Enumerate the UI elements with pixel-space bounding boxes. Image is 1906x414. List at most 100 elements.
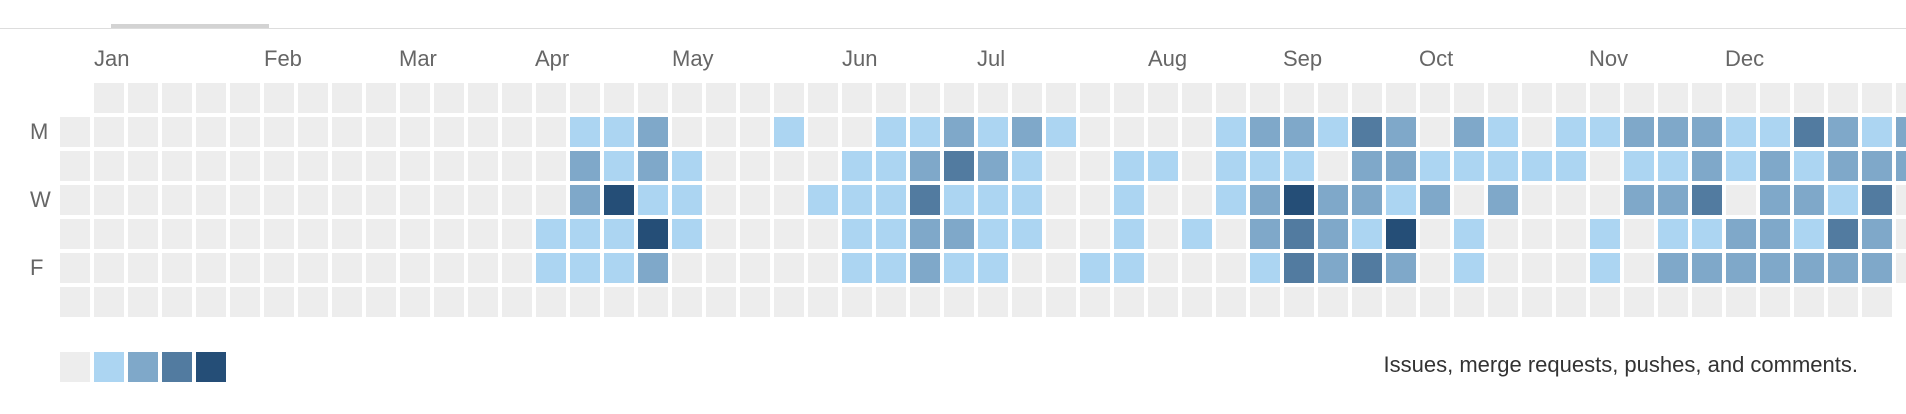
heatmap-cell[interactable]: [162, 83, 192, 113]
heatmap-cell[interactable]: [570, 151, 600, 181]
heatmap-cell[interactable]: [1114, 253, 1144, 283]
heatmap-cell[interactable]: [1148, 83, 1178, 113]
heatmap-cell[interactable]: [808, 117, 838, 147]
heatmap-cell[interactable]: [1386, 287, 1416, 317]
heatmap-cell[interactable]: [1896, 151, 1906, 181]
heatmap-cell[interactable]: [332, 151, 362, 181]
heatmap-cell[interactable]: [706, 253, 736, 283]
heatmap-cell[interactable]: [1352, 83, 1382, 113]
heatmap-cell[interactable]: [1624, 287, 1654, 317]
heatmap-cell[interactable]: [1318, 83, 1348, 113]
heatmap-cell[interactable]: [468, 253, 498, 283]
heatmap-cell[interactable]: [1624, 185, 1654, 215]
heatmap-cell[interactable]: [1522, 253, 1552, 283]
heatmap-cell[interactable]: [1760, 185, 1790, 215]
heatmap-cell[interactable]: [536, 287, 566, 317]
heatmap-cell[interactable]: [1012, 151, 1042, 181]
heatmap-cell[interactable]: [740, 287, 770, 317]
heatmap-cell[interactable]: [1794, 117, 1824, 147]
heatmap-cell[interactable]: [128, 185, 158, 215]
heatmap-cell[interactable]: [1250, 219, 1280, 249]
heatmap-cell[interactable]: [264, 185, 294, 215]
heatmap-cell[interactable]: [230, 253, 260, 283]
heatmap-cell[interactable]: [366, 219, 396, 249]
heatmap-cell[interactable]: [1896, 219, 1906, 249]
heatmap-cell[interactable]: [1250, 185, 1280, 215]
heatmap-cell[interactable]: [1692, 83, 1722, 113]
heatmap-cell[interactable]: [1386, 219, 1416, 249]
heatmap-cell[interactable]: [808, 83, 838, 113]
heatmap-cell[interactable]: [536, 219, 566, 249]
heatmap-cell[interactable]: [1522, 151, 1552, 181]
heatmap-cell[interactable]: [774, 287, 804, 317]
heatmap-cell[interactable]: [230, 151, 260, 181]
heatmap-cell[interactable]: [1148, 151, 1178, 181]
heatmap-cell[interactable]: [1624, 117, 1654, 147]
heatmap-cell[interactable]: [196, 253, 226, 283]
heatmap-cell[interactable]: [1250, 151, 1280, 181]
heatmap-cell[interactable]: [1828, 253, 1858, 283]
heatmap-cell[interactable]: [60, 253, 90, 283]
heatmap-cell[interactable]: [1488, 117, 1518, 147]
heatmap-cell[interactable]: [808, 253, 838, 283]
heatmap-cell[interactable]: [400, 185, 430, 215]
heatmap-cell[interactable]: [944, 287, 974, 317]
heatmap-cell[interactable]: [196, 83, 226, 113]
heatmap-cell[interactable]: [366, 185, 396, 215]
heatmap-cell[interactable]: [1386, 151, 1416, 181]
heatmap-cell[interactable]: [1692, 287, 1722, 317]
heatmap-cell[interactable]: [1862, 151, 1892, 181]
heatmap-cell[interactable]: [604, 287, 634, 317]
heatmap-cell[interactable]: [162, 117, 192, 147]
heatmap-cell[interactable]: [1080, 83, 1110, 113]
heatmap-cell[interactable]: [332, 185, 362, 215]
heatmap-cell[interactable]: [1420, 117, 1450, 147]
heatmap-cell[interactable]: [536, 83, 566, 113]
heatmap-cell[interactable]: [774, 83, 804, 113]
heatmap-cell[interactable]: [740, 83, 770, 113]
heatmap-cell[interactable]: [1318, 219, 1348, 249]
heatmap-cell[interactable]: [60, 219, 90, 249]
heatmap-cell[interactable]: [1012, 253, 1042, 283]
heatmap-cell[interactable]: [638, 151, 668, 181]
heatmap-cell[interactable]: [332, 219, 362, 249]
heatmap-cell[interactable]: [230, 185, 260, 215]
heatmap-cell[interactable]: [1726, 219, 1756, 249]
heatmap-cell[interactable]: [128, 287, 158, 317]
heatmap-cell[interactable]: [842, 83, 872, 113]
heatmap-cell[interactable]: [1250, 83, 1280, 113]
heatmap-cell[interactable]: [672, 185, 702, 215]
heatmap-cell[interactable]: [1828, 287, 1858, 317]
heatmap-cell[interactable]: [298, 253, 328, 283]
heatmap-cell[interactable]: [400, 151, 430, 181]
heatmap-cell[interactable]: [434, 117, 464, 147]
heatmap-cell[interactable]: [1216, 253, 1246, 283]
heatmap-cell[interactable]: [774, 219, 804, 249]
heatmap-cell[interactable]: [1658, 287, 1688, 317]
heatmap-cell[interactable]: [196, 219, 226, 249]
heatmap-cell[interactable]: [910, 117, 940, 147]
heatmap-cell[interactable]: [1080, 185, 1110, 215]
heatmap-cell[interactable]: [1114, 151, 1144, 181]
heatmap-cell[interactable]: [740, 253, 770, 283]
heatmap-cell[interactable]: [1182, 151, 1212, 181]
heatmap-cell[interactable]: [1862, 185, 1892, 215]
heatmap-cell[interactable]: [1726, 185, 1756, 215]
heatmap-cell[interactable]: [1488, 219, 1518, 249]
heatmap-cell[interactable]: [94, 253, 124, 283]
heatmap-cell[interactable]: [1624, 253, 1654, 283]
heatmap-cell[interactable]: [264, 151, 294, 181]
heatmap-cell[interactable]: [1522, 83, 1552, 113]
heatmap-cell[interactable]: [1352, 253, 1382, 283]
heatmap-cell[interactable]: [502, 83, 532, 113]
heatmap-cell[interactable]: [1148, 287, 1178, 317]
heatmap-cell[interactable]: [162, 219, 192, 249]
heatmap-cell[interactable]: [1522, 117, 1552, 147]
heatmap-cell[interactable]: [1182, 287, 1212, 317]
heatmap-cell[interactable]: [1862, 287, 1892, 317]
heatmap-cell[interactable]: [1012, 83, 1042, 113]
heatmap-cell[interactable]: [1182, 253, 1212, 283]
heatmap-cell[interactable]: [94, 219, 124, 249]
heatmap-cell[interactable]: [1828, 151, 1858, 181]
heatmap-cell[interactable]: [1590, 219, 1620, 249]
